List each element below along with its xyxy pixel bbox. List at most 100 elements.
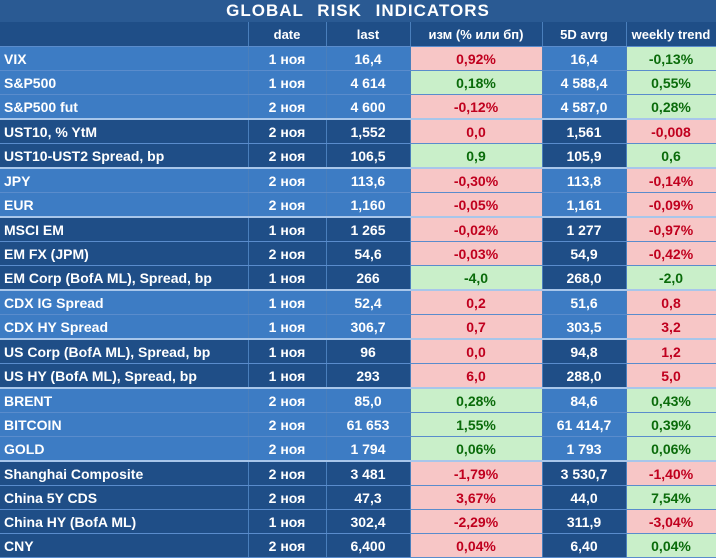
table-row: BRENT 2 ноя 85,0 0,28% 84,6 0,43% xyxy=(0,388,716,413)
change-cell: 0,0 xyxy=(410,339,543,364)
indicator-name: China HY (BofA ML) xyxy=(0,509,249,534)
date-cell: 2 ноя xyxy=(248,533,327,558)
avg-5d-cell: 1,561 xyxy=(542,119,627,144)
change-cell: 1,55% xyxy=(410,412,543,437)
indicator-name: BITCOIN xyxy=(0,412,249,437)
avg-5d-cell: 105,9 xyxy=(542,143,627,169)
avg-5d-cell: 84,6 xyxy=(542,388,627,413)
date-cell: 1 ноя xyxy=(248,509,327,534)
indicator-name: CDX HY Spread xyxy=(0,314,249,340)
change-cell: 0,28% xyxy=(410,388,543,413)
last-value-cell: 1 794 xyxy=(326,436,411,462)
change-cell: -4,0 xyxy=(410,265,543,291)
indicator-name: China 5Y CDS xyxy=(0,485,249,510)
indicator-name: EUR xyxy=(0,192,249,218)
table-row: CNY 2 ноя 6,400 0,04% 6,40 0,04% xyxy=(0,533,716,558)
last-value-cell: 96 xyxy=(326,339,411,364)
last-value-cell: 6,400 xyxy=(326,533,411,558)
change-cell: -0,12% xyxy=(410,94,543,120)
weekly-trend-cell: -0,008 xyxy=(626,119,716,144)
avg-5d-cell: 1 793 xyxy=(542,436,627,462)
page-title: GLOBAL RISK INDICATORS xyxy=(0,0,716,22)
table-row: US HY (BofA ML), Spread, bp 1 ноя 293 6,0 28… xyxy=(0,363,716,389)
date-cell: 2 ноя xyxy=(248,412,327,437)
table-header-row: date last изм (% или бп) 5D avrg weekly … xyxy=(0,22,716,47)
last-value-cell: 54,6 xyxy=(326,241,411,266)
table-row: GOLD 2 ноя 1 794 0,06% 1 793 0,06% xyxy=(0,436,716,462)
weekly-trend-cell: 7,54% xyxy=(626,485,716,510)
indicator-name: US HY (BofA ML), Spread, bp xyxy=(0,363,249,389)
avg-5d-cell: 44,0 xyxy=(542,485,627,510)
avg-5d-cell: 94,8 xyxy=(542,339,627,364)
avg-5d-cell: 311,9 xyxy=(542,509,627,534)
last-value-cell: 266 xyxy=(326,265,411,291)
indicator-name: US Corp (BofA ML), Spread, bp xyxy=(0,339,249,364)
last-value-cell: 302,4 xyxy=(326,509,411,534)
date-cell: 2 ноя xyxy=(248,143,327,169)
header-weekly-trend: weekly trend xyxy=(626,22,716,47)
table-row: VIX 1 ноя 16,4 0,92% 16,4 -0,13% xyxy=(0,46,716,71)
header-name xyxy=(0,22,249,47)
change-cell: -0,05% xyxy=(410,192,543,218)
change-cell: -2,29% xyxy=(410,509,543,534)
table-row: CDX IG Spread 1 ноя 52,4 0,2 51,6 0,8 xyxy=(0,290,716,315)
avg-5d-cell: 6,40 xyxy=(542,533,627,558)
change-cell: 0,0 xyxy=(410,119,543,144)
table-row: China 5Y CDS 2 ноя 47,3 3,67% 44,0 7,54% xyxy=(0,485,716,510)
weekly-trend-cell: 0,43% xyxy=(626,388,716,413)
indicator-name: EM FX (JPM) xyxy=(0,241,249,266)
avg-5d-cell: 113,8 xyxy=(542,168,627,193)
table-row: EUR 2 ноя 1,160 -0,05% 1,161 -0,09% xyxy=(0,192,716,218)
weekly-trend-cell: 0,8 xyxy=(626,290,716,315)
table-row: UST10, % YtM 2 ноя 1,552 0,0 1,561 -0,008 xyxy=(0,119,716,144)
weekly-trend-cell: -1,40% xyxy=(626,461,716,486)
change-cell: 3,67% xyxy=(410,485,543,510)
indicator-name: CDX IG Spread xyxy=(0,290,249,315)
weekly-trend-cell: -0,42% xyxy=(626,241,716,266)
header-date: date xyxy=(248,22,327,47)
avg-5d-cell: 1,161 xyxy=(542,192,627,218)
indicator-name: VIX xyxy=(0,46,249,71)
avg-5d-cell: 4 587,0 xyxy=(542,94,627,120)
table-row: Shanghai Composite 2 ноя 3 481 -1,79% 3 530,… xyxy=(0,461,716,486)
date-cell: 1 ноя xyxy=(248,339,327,364)
change-cell: -0,02% xyxy=(410,217,543,242)
date-cell: 2 ноя xyxy=(248,436,327,462)
header-change: изм (% или бп) xyxy=(410,22,543,47)
indicator-name: S&P500 xyxy=(0,70,249,95)
table-row: BITCOIN 2 ноя 61 653 1,55% 61 414,7 0,39% xyxy=(0,412,716,437)
table-row: EM Corp (BofA ML), Spread, bp 1 ноя 266 -4,… xyxy=(0,265,716,291)
table-row: US Corp (BofA ML), Spread, bp 1 ноя 96 0,0 9… xyxy=(0,339,716,364)
table-row: EM FX (JPM) 2 ноя 54,6 -0,03% 54,9 -0,42% xyxy=(0,241,716,266)
date-cell: 2 ноя xyxy=(248,241,327,266)
weekly-trend-cell: -0,13% xyxy=(626,46,716,71)
change-cell: 0,04% xyxy=(410,533,543,558)
indicator-name: S&P500 fut xyxy=(0,94,249,120)
last-value-cell: 61 653 xyxy=(326,412,411,437)
table-row: CDX HY Spread 1 ноя 306,7 0,7 303,5 3,2 xyxy=(0,314,716,340)
change-cell: 0,06% xyxy=(410,436,543,462)
date-cell: 1 ноя xyxy=(248,217,327,242)
indicator-name: EM Corp (BofA ML), Spread, bp xyxy=(0,265,249,291)
weekly-trend-cell: 3,2 xyxy=(626,314,716,340)
weekly-trend-cell: -2,0 xyxy=(626,265,716,291)
last-value-cell: 306,7 xyxy=(326,314,411,340)
avg-5d-cell: 1 277 xyxy=(542,217,627,242)
avg-5d-cell: 54,9 xyxy=(542,241,627,266)
change-cell: 0,9 xyxy=(410,143,543,169)
table-row: China HY (BofA ML) 1 ноя 302,4 -2,29% 311,9-… xyxy=(0,509,716,534)
table-row: UST10-UST2 Spread, bp 2 ноя 106,5 0,9 105,9 0… xyxy=(0,143,716,169)
change-cell: 0,7 xyxy=(410,314,543,340)
indicator-name: MSCI EM xyxy=(0,217,249,242)
last-value-cell: 106,5 xyxy=(326,143,411,169)
header-5d-avg: 5D avrg xyxy=(542,22,627,47)
last-value-cell: 1 265 xyxy=(326,217,411,242)
avg-5d-cell: 288,0 xyxy=(542,363,627,389)
indicator-name: Shanghai Composite xyxy=(0,461,249,486)
last-value-cell: 52,4 xyxy=(326,290,411,315)
weekly-trend-cell: -0,97% xyxy=(626,217,716,242)
change-cell: 0,18% xyxy=(410,70,543,95)
last-value-cell: 47,3 xyxy=(326,485,411,510)
date-cell: 2 ноя xyxy=(248,168,327,193)
